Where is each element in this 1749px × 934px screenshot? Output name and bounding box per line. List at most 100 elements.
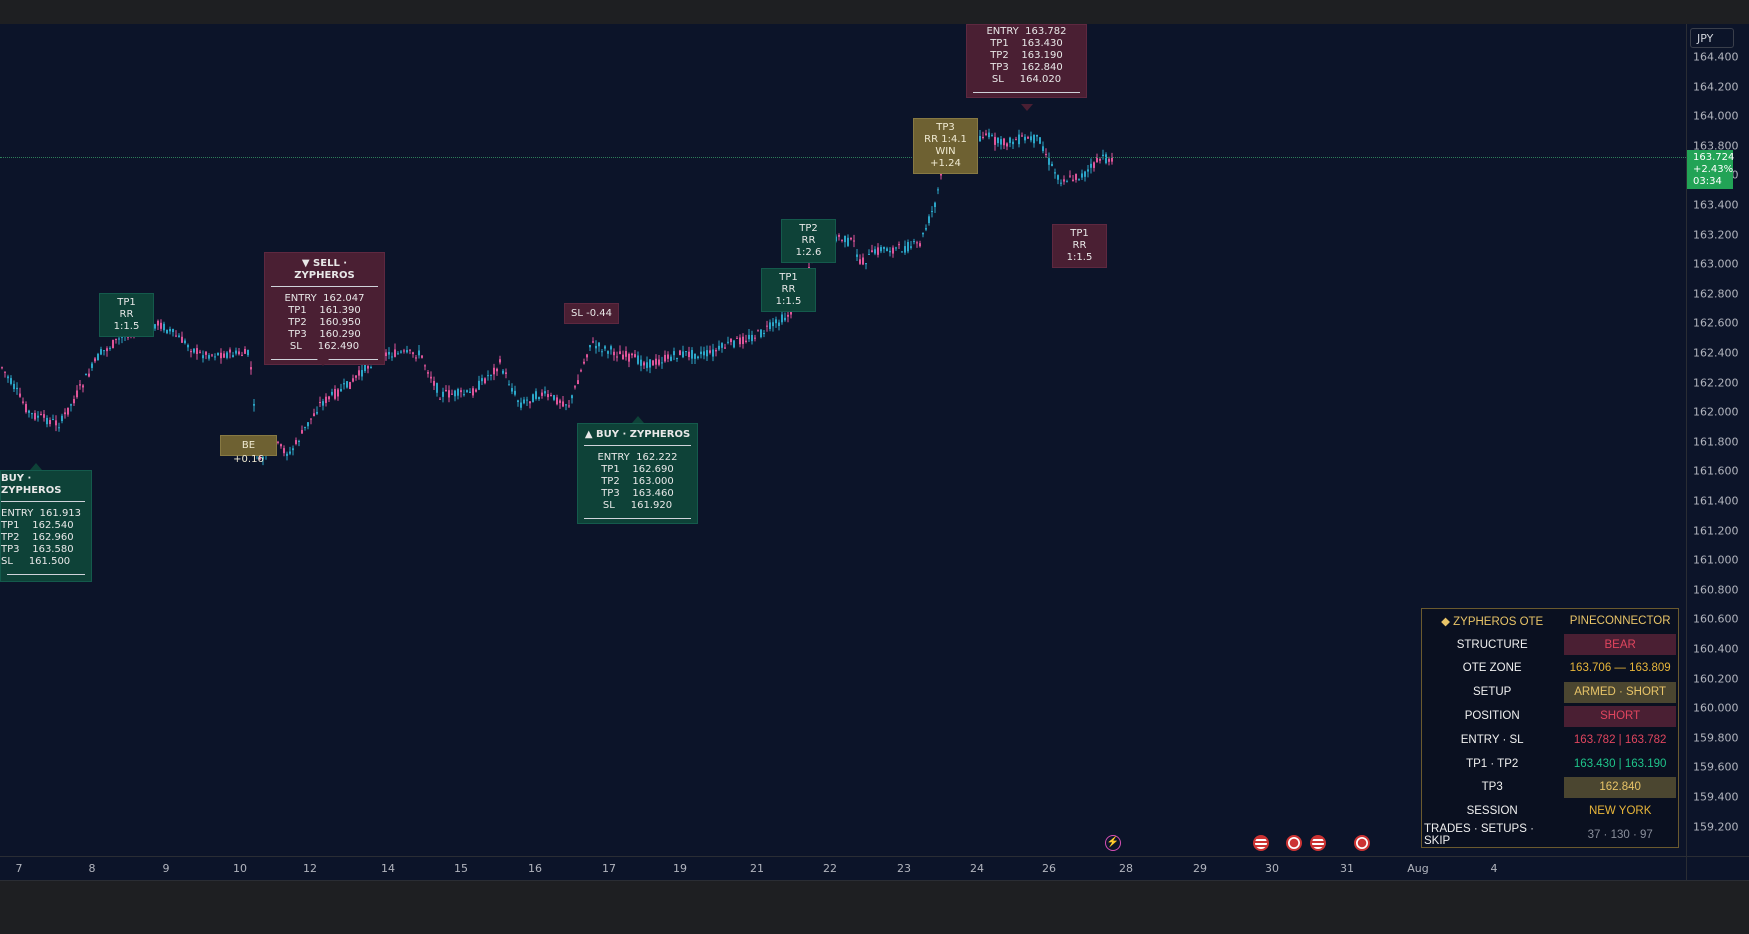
candle-body	[337, 389, 339, 397]
buy-signal-pointer	[30, 463, 42, 470]
chart-pane[interactable]	[0, 24, 1686, 856]
candle-body	[691, 350, 693, 359]
time-axis[interactable]: 7 8 9 10 12 14 15 16 17 19 21 22 23 24 26 28 29 30 31 Aug 4	[0, 856, 1686, 881]
candle-body	[88, 373, 90, 377]
price-tick: 162.000	[1693, 405, 1739, 419]
sell-signal-pointer	[317, 359, 329, 366]
candle-body	[679, 350, 681, 355]
candle-body	[613, 351, 615, 356]
candle-body	[733, 340, 735, 348]
candle-body	[157, 320, 159, 326]
tp3-win-rr: RR 1:4.1	[924, 134, 967, 145]
sell-signal-label-2: ENTRY 163.782 TP1 163.430 TP2 163.190 TP…	[966, 24, 1087, 98]
time-tick: 22	[823, 862, 837, 875]
panel-title: ◆ ZYPHEROS OTE	[1441, 615, 1544, 628]
candle-body	[607, 351, 609, 354]
candle-body	[253, 404, 255, 406]
candle-body	[721, 343, 723, 348]
panel-row-key: TP3	[1481, 781, 1503, 794]
buy-signal-tp2: TP2 162.960	[1, 532, 74, 543]
japan-flag-icon[interactable]	[1286, 835, 1302, 851]
candle-body	[562, 401, 564, 407]
panel-row: POSITION SHORT	[1422, 704, 1678, 728]
candle-body	[919, 243, 921, 247]
currency-button[interactable]: JPY	[1690, 28, 1734, 48]
candle-body	[868, 253, 870, 255]
candle-body	[58, 427, 60, 429]
candle-body	[1027, 137, 1029, 139]
sell-signal-tp3: TP3 160.290	[288, 329, 361, 340]
candle-body	[49, 420, 51, 425]
panel-row-key: TRADES · SETUPS · SKIP	[1424, 823, 1534, 848]
time-tick: 31	[1340, 862, 1354, 875]
candle-body	[757, 330, 759, 332]
lightning-event-icon[interactable]: ⚡	[1105, 835, 1121, 851]
time-tick: 26	[1042, 862, 1056, 875]
candle-body	[370, 366, 372, 368]
candle-body	[154, 324, 156, 329]
candle-body	[403, 350, 405, 352]
us-flag-icon[interactable]	[1310, 835, 1326, 851]
panel-row-value: ARMED · SHORT	[1564, 681, 1676, 703]
price-scale[interactable]: 164.400164.200164.000163.800163.600163.4…	[1686, 24, 1749, 856]
candle-body	[487, 375, 489, 377]
candle-body	[835, 236, 837, 242]
current-price-change: +2.43%	[1693, 164, 1734, 175]
price-tick: 163.200	[1693, 228, 1739, 242]
candle-body	[121, 336, 123, 338]
candle-body	[892, 247, 894, 254]
candle-body	[1111, 157, 1113, 162]
price-tick: 161.800	[1693, 435, 1739, 449]
candle-body	[925, 228, 927, 230]
panel-row: SETUP ARMED · SHORT	[1422, 680, 1678, 704]
candle-body	[118, 338, 120, 340]
candle-body	[574, 386, 576, 388]
japan-flag-icon[interactable]	[1354, 835, 1370, 851]
candle-body	[97, 353, 99, 361]
panel-row-value: SHORT	[1564, 705, 1676, 727]
sell-signal-2-pointer	[1021, 104, 1033, 111]
bottom-toolbar	[0, 880, 1749, 934]
buy-signal-2-pointer	[632, 416, 644, 423]
candle-body	[682, 351, 684, 358]
candle-body	[1108, 158, 1110, 162]
candle-body	[358, 370, 360, 376]
candle-body	[709, 350, 711, 353]
candle-body	[427, 372, 429, 374]
candle-body	[652, 360, 654, 366]
candle-body	[472, 388, 474, 396]
candle-body	[1051, 163, 1053, 166]
time-tick: 9	[162, 862, 170, 875]
panel-row-key: SESSION	[1466, 805, 1518, 818]
candle-body	[34, 413, 36, 420]
candle-body	[61, 415, 63, 422]
panel-row-value: 37 · 130 · 97	[1587, 829, 1653, 842]
tp3-win-result: WIN +1.24	[930, 146, 961, 169]
candle-body	[202, 355, 204, 359]
us-flag-icon[interactable]	[1253, 835, 1269, 851]
candle-body	[586, 354, 588, 358]
candle-body	[163, 323, 165, 331]
candle-body	[982, 136, 984, 138]
candle-body	[286, 453, 288, 456]
price-tick: 160.200	[1693, 672, 1739, 686]
panel-row-value: NEW YORK	[1588, 805, 1652, 818]
candle-body	[436, 383, 438, 393]
candle-body	[352, 378, 354, 382]
candle-body	[283, 448, 285, 454]
candle-body	[514, 390, 516, 395]
tp2-hit-title: TP2	[799, 223, 818, 234]
candle-body	[745, 340, 747, 342]
candle-body	[493, 367, 495, 375]
candle-body	[226, 352, 228, 358]
buy-signal-2-tp1: TP1 162.690	[601, 464, 674, 475]
panel-title-row: ◆ ZYPHEROS OTE PINECONNECTOR	[1422, 609, 1678, 633]
candle-body	[301, 430, 303, 434]
candle-body	[595, 345, 597, 349]
candle-body	[214, 356, 216, 358]
candle-body	[1105, 154, 1107, 164]
candle-body	[559, 400, 561, 403]
buy-signal-2-entry: ENTRY 162.222	[597, 452, 678, 463]
tp1-hit-2-title: TP1	[779, 272, 798, 283]
candle-body	[1036, 134, 1038, 137]
